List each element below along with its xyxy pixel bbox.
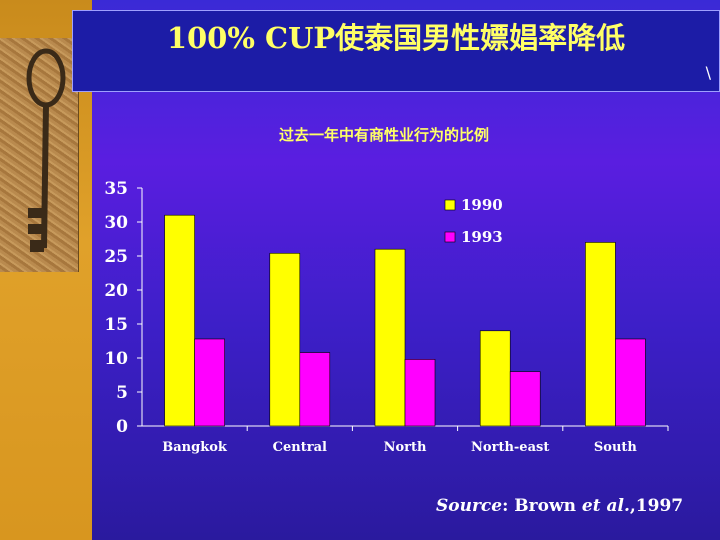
bar-1993: [615, 338, 646, 427]
source-label: Source: [436, 496, 503, 516]
key-icon: [26, 48, 66, 252]
x-tick-label: North: [384, 440, 427, 455]
old-key-photo: [0, 38, 79, 272]
x-tick-label: North-east: [471, 440, 549, 455]
x-tick-label: Bangkok: [162, 440, 228, 455]
corner-mark: \: [705, 63, 711, 82]
y-tick-label: 15: [104, 315, 128, 335]
legend-swatch: [444, 231, 456, 243]
bar-1990: [585, 242, 616, 427]
bar-1990: [479, 330, 511, 427]
bar-1993: [299, 352, 331, 427]
legend-label: 1990: [461, 196, 503, 214]
source-citation: Source: Brown et al.,1997: [436, 496, 683, 516]
source-year: ,1997: [629, 496, 684, 516]
source-text: : Brown: [502, 496, 582, 516]
bar-1993: [509, 371, 541, 427]
title-bar: 100% CUP使泰国男性嫖娼率降低 \: [72, 10, 720, 92]
x-tick-label: South: [594, 440, 638, 455]
bar-1990: [269, 252, 301, 427]
y-tick-label: 0: [116, 417, 128, 437]
bar-1993: [404, 359, 436, 427]
chart-title: 过去一年中有商性业行为的比例: [279, 126, 489, 144]
x-tick-label: Central: [273, 440, 327, 455]
slide-title: 100% CUP使泰国男性嫖娼率降低: [166, 21, 626, 55]
chart-legend: 1990 1993: [444, 196, 503, 246]
y-tick-label: 10: [104, 349, 128, 369]
chart-bars: [164, 214, 646, 427]
y-tick-label: 5: [116, 383, 128, 403]
legend-swatch: [444, 199, 456, 211]
y-tick-label: 20: [104, 281, 128, 301]
y-tick-label: 35: [104, 179, 128, 199]
legend-label: 1993: [461, 228, 503, 246]
chart-ticks: 0 5 10 15 20 25 30 35 Bangkok Central North North-e…: [104, 179, 669, 455]
bar-1990: [374, 248, 406, 427]
bar-1993: [194, 338, 225, 427]
source-etal: et al.: [581, 496, 630, 516]
y-tick-label: 25: [104, 247, 128, 267]
y-tick-label: 30: [104, 213, 128, 233]
bar-1990: [164, 214, 195, 427]
